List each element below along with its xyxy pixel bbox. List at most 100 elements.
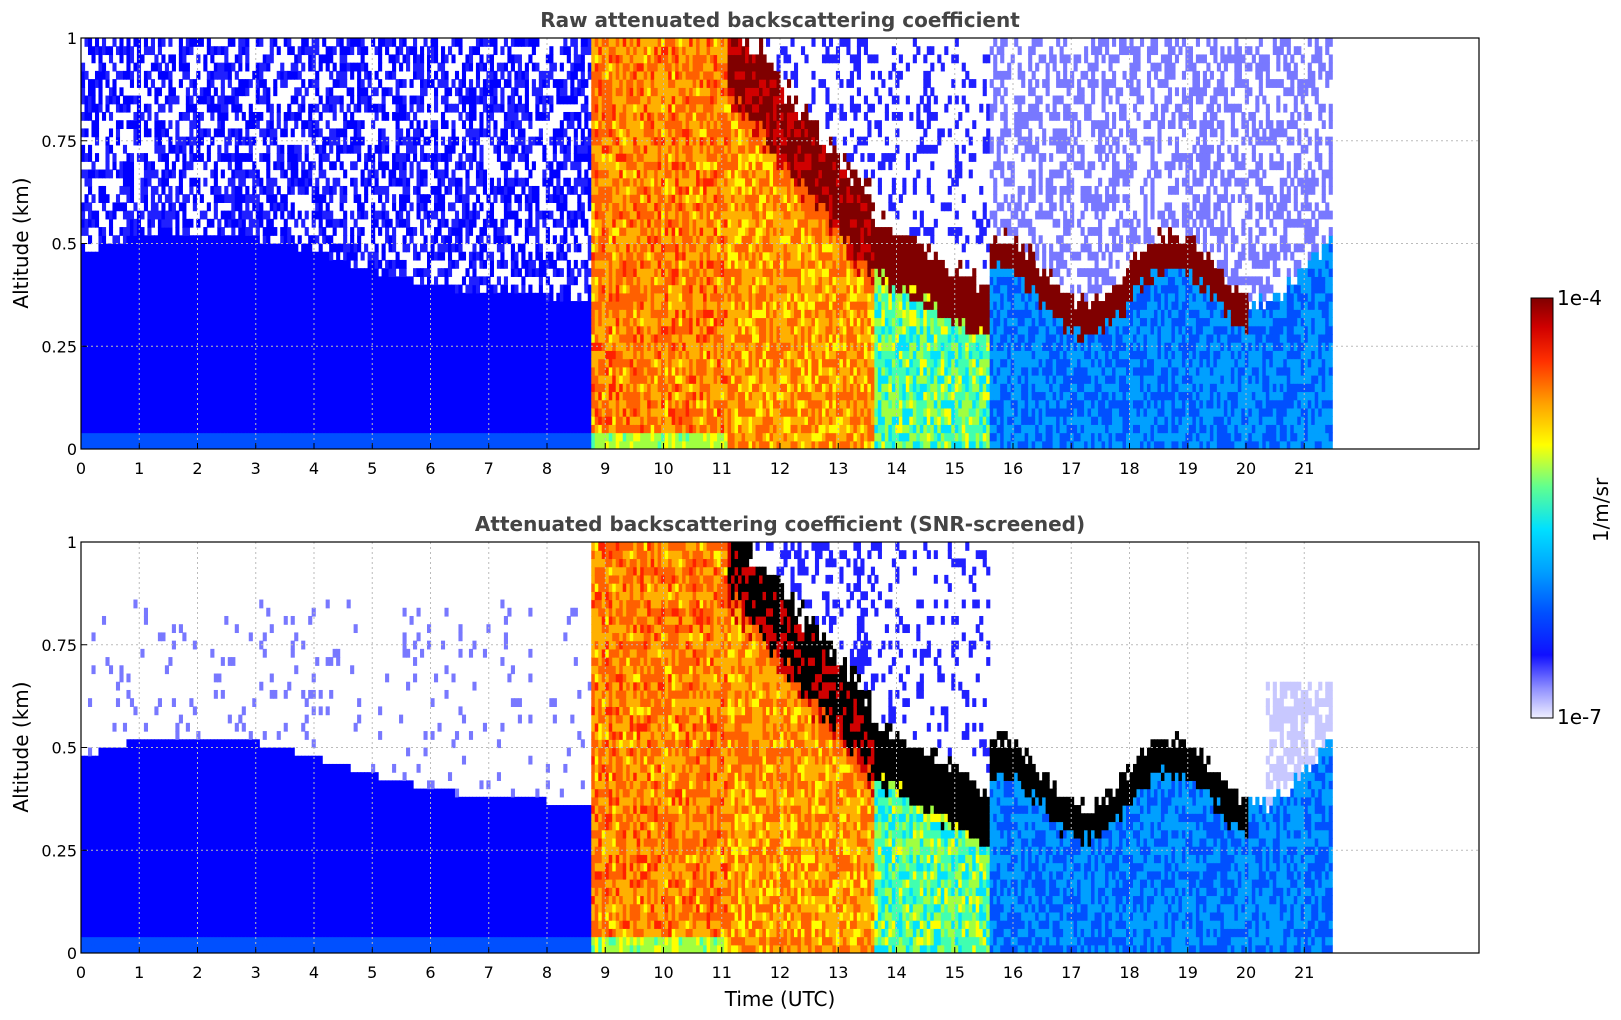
heatmap-cell [87, 317, 93, 327]
heatmap-cell [521, 144, 526, 154]
heatmap-cell [371, 227, 376, 236]
heatmap-cell [252, 416, 257, 425]
heatmap-cell [245, 79, 250, 88]
heatmap-cell [444, 235, 449, 245]
heatmap-cell [308, 284, 313, 294]
heatmap-cell [409, 169, 414, 179]
heatmap-cell [196, 136, 201, 146]
heatmap-cell [521, 153, 526, 162]
heatmap-cell [140, 350, 145, 360]
heatmap-cell [175, 144, 180, 154]
heatmap-cell [213, 284, 218, 294]
heatmap-cell [255, 218, 260, 228]
heatmap-cell [325, 309, 330, 319]
heatmap-cell [217, 317, 222, 327]
heatmap-cell [503, 235, 508, 245]
heatmap-cell [503, 325, 508, 335]
heatmap-cell [542, 177, 547, 187]
heatmap-cell [81, 111, 86, 121]
heatmap-cell [482, 309, 488, 319]
heatmap-cell [115, 440, 121, 449]
heatmap-cell [360, 268, 365, 277]
heatmap-cell [482, 243, 488, 253]
heatmap-cell [185, 358, 190, 368]
heatmap-cell [322, 284, 327, 294]
heatmap-cell [234, 268, 239, 277]
heatmap-cell [255, 317, 260, 327]
heatmap-cell [234, 70, 239, 80]
heatmap-cell [266, 383, 271, 393]
heatmap-cell [433, 144, 439, 154]
heatmap-cell [192, 268, 197, 277]
heatmap-cell [217, 292, 222, 302]
heatmap-cell [433, 284, 439, 294]
heatmap-cell [129, 227, 135, 236]
heatmap-cell [444, 309, 449, 319]
heatmap-cell [444, 54, 449, 64]
heatmap-cell [192, 358, 197, 368]
heatmap-cell [440, 350, 446, 360]
heatmap-cell [507, 70, 512, 80]
heatmap-cell [210, 325, 215, 335]
heatmap-cell [241, 38, 246, 47]
heatmap-cell [447, 284, 453, 294]
heatmap-cell [468, 309, 474, 319]
heatmap-cell [437, 218, 442, 228]
heatmap-cell [283, 169, 288, 179]
heatmap-cell [231, 235, 236, 245]
heatmap-cell [91, 350, 96, 360]
heatmap-cell [178, 62, 183, 72]
heatmap-cell [231, 202, 236, 212]
heatmap-cell [199, 440, 204, 449]
heatmap-cell [126, 333, 131, 343]
heatmap-cell [531, 185, 536, 195]
heatmap-cell [329, 218, 334, 228]
heatmap-cell [496, 399, 501, 409]
heatmap-cell [336, 375, 341, 384]
heatmap-cell [248, 399, 253, 409]
heatmap-cell [101, 111, 107, 121]
heatmap-cell [392, 276, 397, 286]
heatmap-cell [210, 276, 215, 286]
heatmap-cell [178, 177, 183, 187]
heatmap-cell [318, 259, 323, 269]
heatmap-cell [521, 399, 526, 409]
heatmap-cell [81, 399, 86, 409]
heatmap-cell [175, 284, 180, 294]
heatmap-cell [489, 317, 495, 327]
heatmap-cell [315, 432, 320, 442]
heatmap-cell [381, 169, 386, 179]
heatmap-cell [238, 259, 243, 269]
heatmap-cell [94, 399, 100, 409]
heatmap-cell [420, 46, 425, 56]
heatmap-cell [87, 111, 93, 121]
heatmap-cell [315, 38, 320, 47]
heatmap-cell [283, 218, 288, 228]
heatmap-cell [409, 46, 414, 56]
heatmap-cell [287, 243, 292, 253]
heatmap-cell [489, 391, 495, 401]
heatmap-cell [468, 301, 474, 310]
heatmap-cell [304, 325, 309, 335]
heatmap-cell [468, 153, 474, 162]
heatmap-cell [430, 153, 435, 162]
heatmap-cell [210, 440, 215, 449]
heatmap-cell [479, 440, 484, 449]
heatmap-cell [245, 169, 250, 179]
heatmap-cell [395, 218, 400, 228]
heatmap-cell [178, 185, 183, 195]
heatmap-cell [454, 366, 460, 376]
heatmap-cell [447, 333, 453, 343]
heatmap-cell [98, 440, 103, 449]
heatmap-cell [171, 95, 176, 105]
heatmap-cell [482, 95, 488, 105]
heatmap-cell [336, 259, 341, 269]
heatmap-cell [486, 416, 491, 425]
heatmap-cell [248, 407, 253, 417]
heatmap-cell [192, 292, 197, 302]
heatmap-cell [157, 194, 162, 203]
heatmap-cell [315, 103, 320, 113]
heatmap-cell [395, 432, 400, 442]
heatmap-cell [143, 399, 149, 409]
heatmap-cell [273, 358, 278, 368]
